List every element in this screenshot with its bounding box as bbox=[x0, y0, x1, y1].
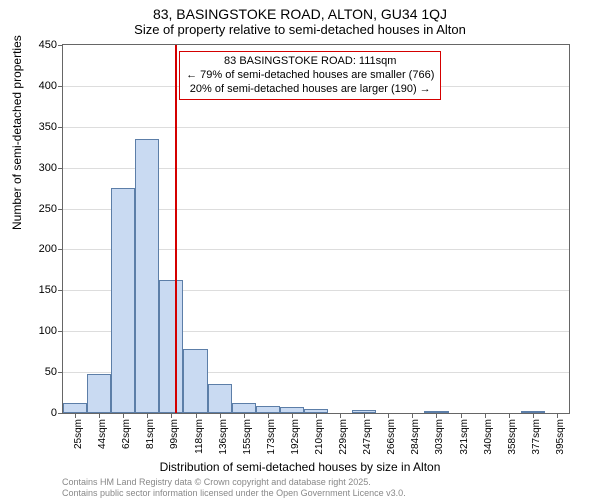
xtick-mark bbox=[557, 413, 558, 418]
xtick-label: 247sqm bbox=[360, 419, 373, 455]
ytick-label: 250 bbox=[39, 203, 63, 215]
xtick-label: 173sqm bbox=[264, 419, 277, 455]
annotation-line3: 20% of semi-detached houses are larger (… bbox=[186, 83, 434, 97]
xtick-label: 192sqm bbox=[288, 419, 301, 455]
chart-title-line1: 83, BASINGSTOKE ROAD, ALTON, GU34 1QJ bbox=[0, 6, 600, 22]
xtick-label: 266sqm bbox=[384, 419, 397, 455]
xtick-mark bbox=[388, 413, 389, 418]
xtick-mark bbox=[292, 413, 293, 418]
xtick-mark bbox=[340, 413, 341, 418]
xtick-label: 395sqm bbox=[553, 419, 566, 455]
ytick-label: 150 bbox=[39, 284, 63, 296]
histogram-bar bbox=[87, 374, 111, 413]
annotation-box: 83 BASINGSTOKE ROAD: 111sqm ← 79% of sem… bbox=[179, 51, 441, 100]
footer-line2: Contains public sector information licen… bbox=[62, 488, 406, 498]
ytick-label: 450 bbox=[39, 39, 63, 51]
footer-attribution: Contains HM Land Registry data © Crown c… bbox=[62, 477, 406, 498]
ytick-label: 100 bbox=[39, 325, 63, 337]
ytick-label: 300 bbox=[39, 162, 63, 174]
xtick-mark bbox=[147, 413, 148, 418]
xtick-label: 358sqm bbox=[505, 419, 518, 455]
histogram-bar bbox=[159, 280, 183, 413]
histogram-bar bbox=[111, 188, 135, 413]
xtick-label: 118sqm bbox=[192, 419, 205, 454]
histogram-bar bbox=[232, 403, 256, 413]
xtick-label: 377sqm bbox=[529, 419, 542, 455]
xtick-label: 81sqm bbox=[143, 419, 156, 449]
xtick-mark bbox=[533, 413, 534, 418]
xtick-label: 44sqm bbox=[95, 419, 108, 449]
ytick-label: 350 bbox=[39, 121, 63, 133]
xtick-mark bbox=[171, 413, 172, 418]
histogram-bar bbox=[135, 139, 159, 413]
chart-title-line2: Size of property relative to semi-detach… bbox=[0, 22, 600, 37]
ytick-label: 50 bbox=[45, 366, 63, 378]
xtick-label: 155sqm bbox=[240, 419, 253, 455]
xtick-mark bbox=[99, 413, 100, 418]
ytick-label: 200 bbox=[39, 243, 63, 255]
xtick-mark bbox=[316, 413, 317, 418]
x-axis-title: Distribution of semi-detached houses by … bbox=[0, 460, 600, 474]
xtick-mark bbox=[461, 413, 462, 418]
xtick-label: 284sqm bbox=[408, 419, 421, 455]
xtick-label: 25sqm bbox=[71, 419, 84, 449]
xtick-label: 340sqm bbox=[481, 419, 494, 455]
plot-area: 05010015020025030035040045025sqm44sqm62s… bbox=[62, 44, 570, 414]
xtick-label: 210sqm bbox=[312, 419, 325, 455]
annotation-line2: ← 79% of semi-detached houses are smalle… bbox=[186, 69, 434, 83]
xtick-mark bbox=[436, 413, 437, 418]
xtick-mark bbox=[412, 413, 413, 418]
xtick-mark bbox=[268, 413, 269, 418]
ytick-label: 400 bbox=[39, 80, 63, 92]
gridline-h bbox=[63, 127, 569, 128]
xtick-mark bbox=[75, 413, 76, 418]
xtick-mark bbox=[220, 413, 221, 418]
ytick-label: 0 bbox=[51, 407, 63, 419]
xtick-mark bbox=[123, 413, 124, 418]
chart-title-block: 83, BASINGSTOKE ROAD, ALTON, GU34 1QJ Si… bbox=[0, 0, 600, 37]
xtick-mark bbox=[244, 413, 245, 418]
xtick-label: 62sqm bbox=[119, 419, 132, 449]
footer-line1: Contains HM Land Registry data © Crown c… bbox=[62, 477, 406, 487]
xtick-mark bbox=[364, 413, 365, 418]
y-axis-title: Number of semi-detached properties bbox=[10, 35, 24, 230]
xtick-label: 321sqm bbox=[457, 419, 470, 455]
xtick-label: 136sqm bbox=[216, 419, 229, 455]
xtick-label: 303sqm bbox=[432, 419, 445, 455]
reference-line bbox=[175, 45, 177, 413]
xtick-mark bbox=[485, 413, 486, 418]
annotation-line1: 83 BASINGSTOKE ROAD: 111sqm bbox=[186, 55, 434, 69]
xtick-label: 99sqm bbox=[167, 419, 180, 449]
histogram-bar bbox=[208, 384, 232, 413]
xtick-mark bbox=[196, 413, 197, 418]
xtick-mark bbox=[509, 413, 510, 418]
xtick-label: 229sqm bbox=[336, 419, 349, 455]
histogram-bar bbox=[63, 403, 87, 413]
histogram-bar bbox=[183, 349, 207, 413]
